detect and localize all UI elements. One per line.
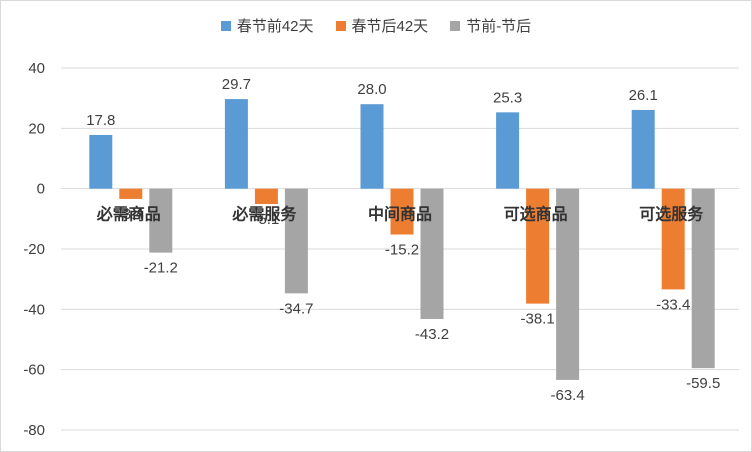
bar-series-0-cat-1 bbox=[224, 99, 248, 189]
data-label: -43.2 bbox=[415, 326, 449, 343]
bar-series-1-cat-3 bbox=[526, 188, 550, 304]
y-tick-label: -60 bbox=[23, 362, 45, 379]
bar-series-2-cat-1 bbox=[284, 188, 308, 294]
bar-series-0-cat-2 bbox=[360, 104, 384, 189]
y-tick-label: -80 bbox=[23, 422, 45, 439]
bar-series-1-cat-4 bbox=[661, 188, 685, 290]
data-label: 25.3 bbox=[493, 89, 522, 106]
category-label: 必需服务 bbox=[231, 205, 297, 224]
data-label: -63.4 bbox=[550, 387, 584, 404]
bar-series-2-cat-4 bbox=[691, 188, 715, 369]
legend-swatch-post bbox=[335, 20, 346, 31]
legend-item-pre: 春节前42天 bbox=[220, 15, 314, 36]
legend-item-diff: 节前-节后 bbox=[450, 15, 531, 36]
category-label: 中间商品 bbox=[368, 205, 432, 224]
bar-series-1-cat-2 bbox=[390, 188, 414, 235]
bar-series-2-cat-3 bbox=[556, 188, 580, 380]
category-label: 可选商品 bbox=[504, 205, 568, 224]
category-label: 可选服务 bbox=[639, 205, 704, 224]
y-tick-label: 40 bbox=[28, 60, 45, 77]
data-label: 29.7 bbox=[222, 76, 251, 93]
legend: 春节前42天 春节后42天 节前-节后 bbox=[1, 15, 751, 36]
bar-series-0-cat-0 bbox=[89, 134, 113, 189]
bar-series-1-cat-1 bbox=[254, 188, 278, 205]
bar-series-2-cat-2 bbox=[420, 188, 444, 319]
data-label: -59.5 bbox=[686, 375, 720, 392]
data-label: -34.7 bbox=[279, 300, 313, 317]
data-label: -15.2 bbox=[385, 242, 419, 259]
data-label: 26.1 bbox=[629, 87, 658, 104]
data-label: 28.0 bbox=[357, 81, 386, 98]
bar-series-0-cat-4 bbox=[631, 109, 655, 189]
data-label: 17.8 bbox=[86, 112, 115, 129]
legend-label-diff: 节前-节后 bbox=[466, 18, 532, 35]
legend-swatch-pre bbox=[220, 20, 231, 31]
data-label: -5.1 bbox=[253, 211, 279, 228]
data-label: -3.4 bbox=[118, 206, 144, 223]
data-label: -21.2 bbox=[144, 260, 178, 277]
bar-series-1-cat-0 bbox=[119, 188, 143, 199]
bar-series-0-cat-3 bbox=[496, 112, 520, 189]
legend-label-post: 春节后42天 bbox=[351, 18, 429, 35]
data-label: -38.1 bbox=[520, 311, 554, 328]
category-label: 必需商品 bbox=[96, 205, 161, 224]
y-tick-label: 0 bbox=[37, 181, 45, 198]
y-tick-label: -40 bbox=[23, 301, 45, 318]
bar-series-2-cat-0 bbox=[149, 188, 173, 253]
legend-label-pre: 春节前42天 bbox=[236, 18, 314, 35]
y-tick-label: -20 bbox=[23, 241, 45, 258]
legend-swatch-diff bbox=[450, 20, 461, 31]
data-label: -33.4 bbox=[656, 296, 690, 313]
legend-item-post: 春节后42天 bbox=[335, 15, 429, 36]
y-tick-label: 20 bbox=[28, 120, 45, 137]
